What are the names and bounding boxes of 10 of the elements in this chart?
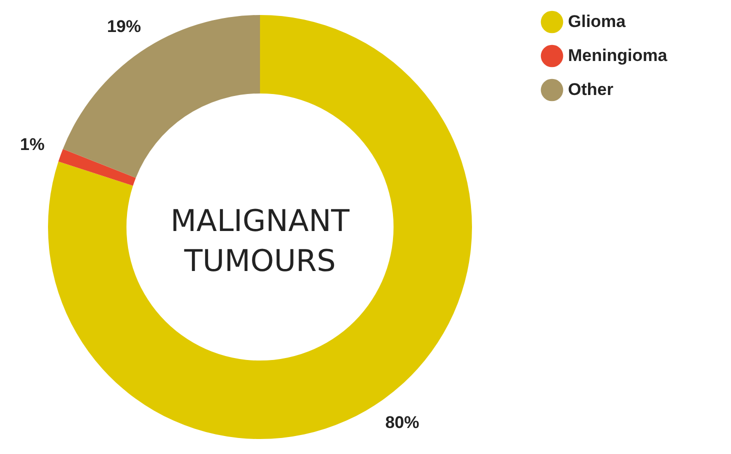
text: MALIGNANT TUMOURS [170, 204, 350, 279]
donut-slice [48, 15, 472, 439]
data-label: 80% [385, 412, 420, 432]
legend-label: Glioma [568, 12, 626, 31]
data-label: 1% [20, 135, 45, 154]
donut-slice [58, 148, 136, 186]
data-label: 19% [106, 16, 141, 36]
donut-slice [62, 15, 260, 178]
legend-label: Other [568, 80, 614, 99]
legend-label: Meningioma [568, 46, 668, 65]
